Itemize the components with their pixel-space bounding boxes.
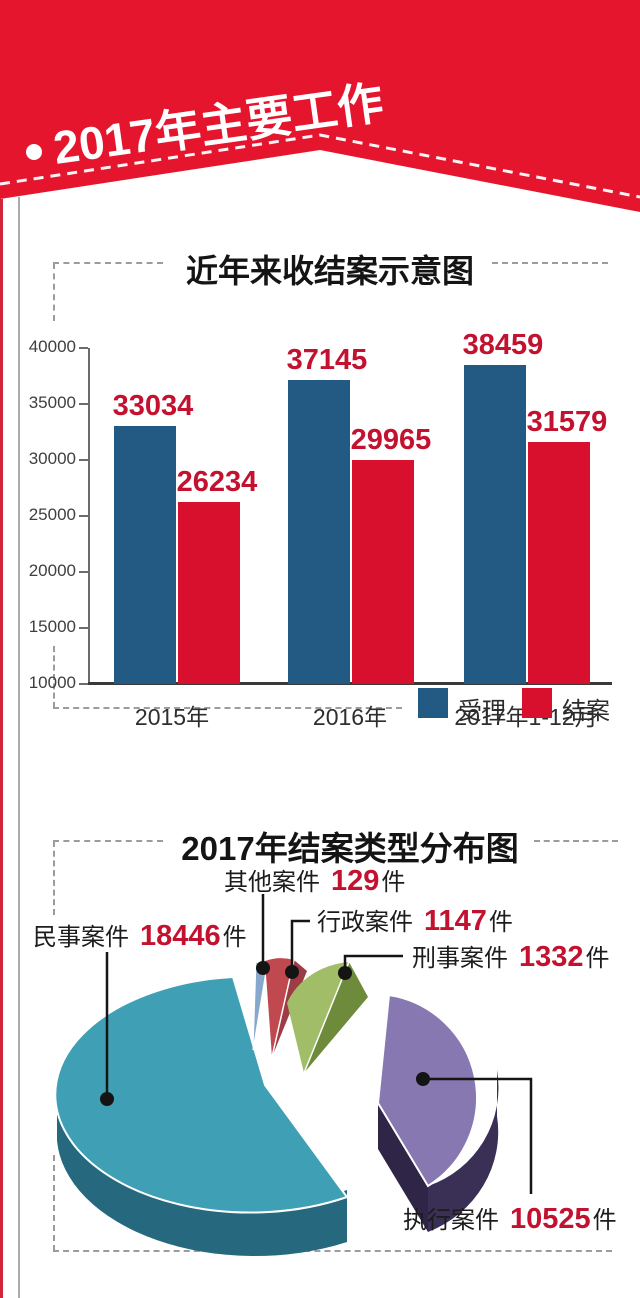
- y-tick-label: 40000: [28, 337, 76, 356]
- section1-border-left-top: [53, 263, 55, 321]
- pie-slice-criminal-seam: [303, 961, 350, 1074]
- y-tick-label: 35000: [28, 393, 76, 412]
- pie-slice-name: 执行案件: [403, 1207, 499, 1234]
- pie-slice-value: 1332: [519, 941, 584, 973]
- y-tick: [79, 403, 88, 405]
- pie-slice-unit: 件: [592, 1207, 617, 1234]
- title-dash-left: [53, 262, 163, 264]
- legend-swatch-accepted: [418, 688, 448, 718]
- y-tick: [79, 515, 88, 517]
- y-tick-label: 10000: [28, 673, 76, 692]
- y-tick-label: 25000: [28, 505, 76, 524]
- pie-slice-name: 其他案件: [224, 869, 320, 896]
- pie-chart: [54, 894, 533, 1257]
- y-axis-line: [88, 348, 90, 684]
- callout-dot-other: [256, 961, 270, 975]
- pie-slice-name: 民事案件: [33, 924, 129, 951]
- bar-受理-2016年: [288, 380, 350, 684]
- pie-slice-value: 10525: [510, 1203, 591, 1235]
- pie-label-other: 其他案件 129 件: [224, 862, 405, 898]
- pie-label-civil: 民事案件 18446 件: [33, 917, 247, 953]
- bar-value-label: 26234: [176, 466, 258, 498]
- left-gray-edge-line: [18, 197, 20, 1298]
- pie-side-enforcement-flat: [378, 1103, 428, 1232]
- banner-dashed-line: [0, 133, 640, 199]
- bar-value-label: 33034: [112, 390, 194, 422]
- section2-border-left-top: [53, 841, 55, 915]
- bar-value-label: 37145: [286, 344, 368, 376]
- banner-bullet-icon: [26, 144, 42, 160]
- pie-slice-unit: 件: [381, 869, 406, 896]
- bar-结案-2016年: [352, 460, 414, 684]
- bar-结案-2015年: [178, 502, 240, 684]
- y-tick-label: 20000: [28, 561, 76, 580]
- callout-dot-civil: [100, 1092, 114, 1106]
- pie-title-dash-left: [53, 840, 163, 842]
- pie-slice-other: [252, 961, 268, 1051]
- pie-slice-criminal: [287, 962, 349, 1073]
- x-category-2016: 2016年: [312, 704, 388, 730]
- x-axis-line: [88, 682, 612, 685]
- section1-border-left-bottom: [53, 646, 55, 708]
- legend-swatch-closed: [522, 688, 552, 718]
- pie-slice-name: 行政案件: [317, 909, 413, 936]
- x-category-2015: 2015年: [134, 704, 210, 730]
- section2-border-bottom: [53, 1250, 612, 1252]
- legend-label-accepted: 受理: [458, 698, 506, 725]
- y-tick: [79, 683, 88, 685]
- pie-slice-value: 1147: [424, 905, 487, 937]
- y-tick: [79, 459, 88, 461]
- pie-slice-enforcement: [376, 993, 478, 1188]
- pie-slice-name: 刑事案件: [412, 945, 508, 972]
- pie-label-enforcement: 执行案件 10525 件: [403, 1200, 617, 1236]
- pie-slice-civil: [54, 975, 349, 1214]
- bar-value-label: 38459: [462, 329, 544, 361]
- pie-slice-value: 129: [331, 865, 380, 897]
- callout-line-administrative: [290, 919, 310, 970]
- y-tick: [79, 627, 88, 629]
- callout-dot-criminal: [338, 966, 352, 980]
- pie-slice-value: 18446: [140, 920, 221, 952]
- pie-slice-unit: 件: [585, 945, 610, 972]
- callout-line-enforcement: [425, 1077, 533, 1194]
- pie-label-criminal: 刑事案件 1332 件: [412, 938, 610, 974]
- bar-受理-2015年: [114, 426, 176, 684]
- pie-slice-administrative: [265, 958, 294, 1057]
- y-tick-label: 15000: [28, 617, 76, 636]
- pie-label-administrative: 行政案件 1147 件: [317, 902, 513, 938]
- bar-结案-2017年1-12月: [528, 442, 590, 684]
- section1-border-bottom: [53, 707, 402, 709]
- bar-chart-title: 近年来收结案示意图: [185, 253, 474, 289]
- legend-label-closed: 结案: [562, 698, 610, 725]
- left-red-edge-line: [0, 199, 3, 1298]
- bar-受理-2017年1-12月: [464, 365, 526, 684]
- section2-border-left-bottom: [53, 1155, 55, 1251]
- pie-title-dash-right: [534, 840, 618, 842]
- pie-slice-unit: 件: [222, 924, 247, 951]
- pie-slice-criminal-side: [304, 962, 368, 1073]
- callout-dot-enforcement: [416, 1072, 430, 1086]
- pie-slice-unit: 件: [488, 909, 513, 936]
- bar-value-label: 31579: [526, 406, 608, 438]
- y-tick: [79, 347, 88, 349]
- bar-value-label: 29965: [350, 424, 432, 456]
- title-dash-right: [492, 262, 608, 264]
- banner: 2017年主要工作: [0, 0, 640, 212]
- callout-dot-administrative: [285, 965, 299, 979]
- y-tick: [79, 571, 88, 573]
- pie-side-civil: [56, 1085, 347, 1257]
- pie-side-enforcement-arc: [428, 1070, 499, 1232]
- callout-line-criminal: [343, 954, 403, 971]
- y-tick-label: 30000: [28, 449, 76, 468]
- pie-chart-title: 2017年结案类型分布图: [181, 830, 519, 867]
